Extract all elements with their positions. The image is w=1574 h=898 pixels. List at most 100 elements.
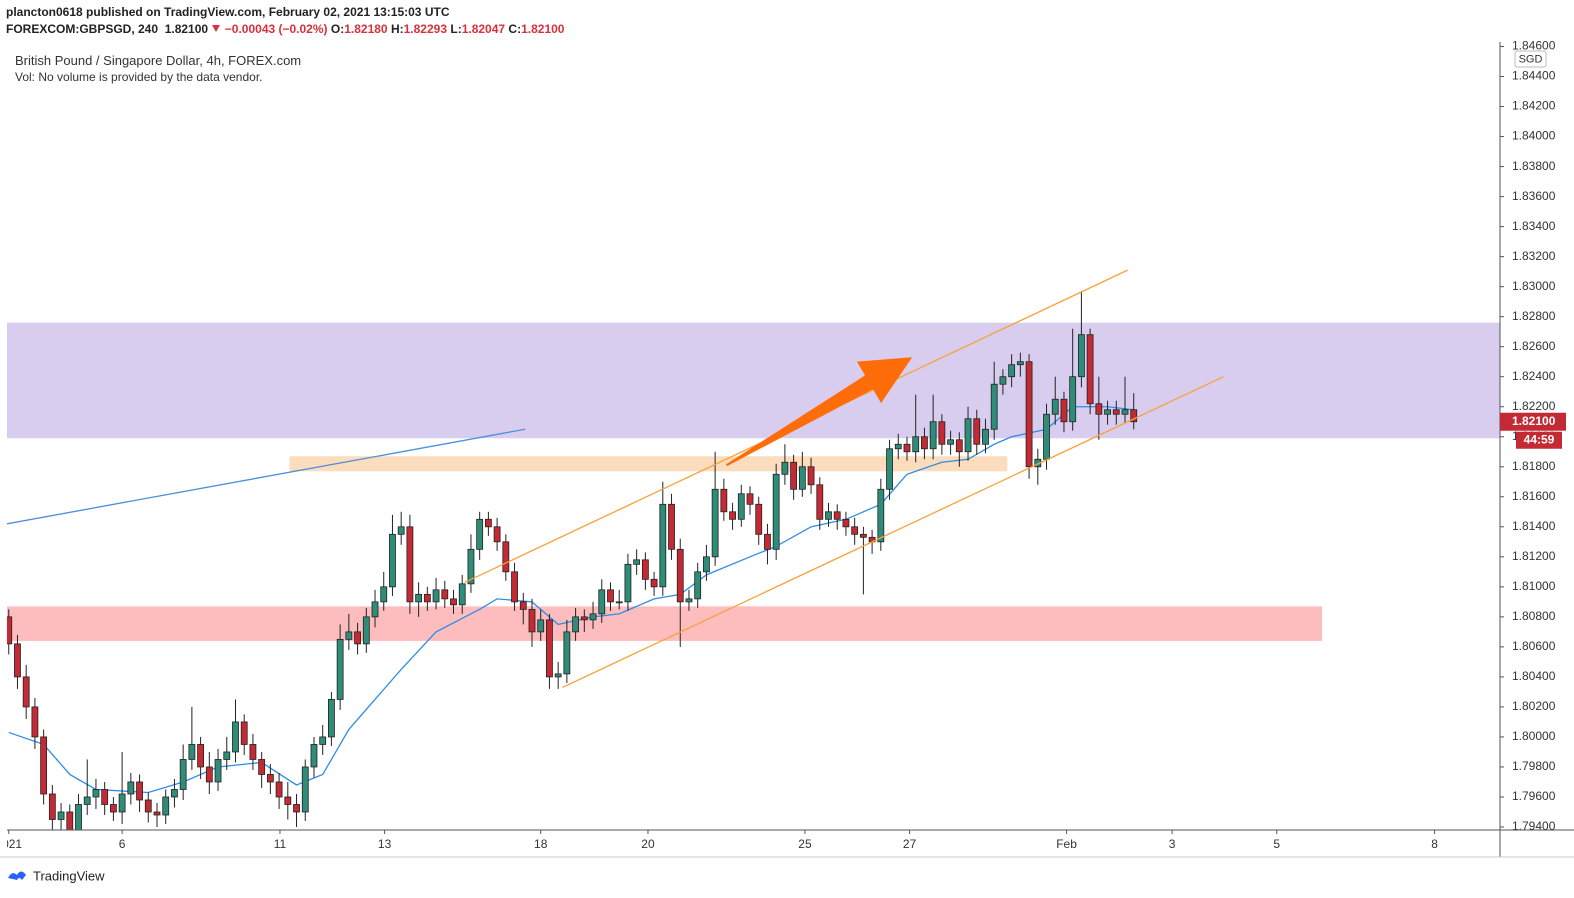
candle-body [467, 548, 475, 585]
countdown: 44:59 [1524, 432, 1555, 446]
currency-box [1514, 50, 1547, 68]
candle-body [310, 744, 318, 768]
candle-body [1112, 409, 1120, 415]
candle-body [563, 631, 571, 675]
candle-body [842, 518, 850, 528]
candle-body [894, 443, 902, 450]
candle-body [136, 781, 143, 801]
candle-body [833, 511, 841, 520]
candle-body [790, 461, 798, 490]
symbol: FOREXCOM:GBPSGD, 240 [6, 22, 159, 36]
down-arrow [212, 25, 221, 32]
candle-body [48, 793, 56, 820]
candle-body [450, 598, 457, 606]
candle-body [75, 804, 82, 830]
candle-body [929, 421, 937, 450]
candle-body [1130, 409, 1138, 423]
y-tick-label: 1.81400 [1512, 519, 1556, 533]
candle-body [389, 533, 396, 588]
x-tick-label: 5 [1273, 837, 1280, 851]
ohlc-value: 1.82100 [521, 22, 565, 36]
candle-body [973, 418, 981, 445]
candle-body [947, 439, 954, 445]
y-tick-label: 1.83200 [1512, 249, 1556, 263]
y-tick-label: 1.79400 [1512, 819, 1556, 833]
candle-body [633, 559, 641, 565]
x-tick-label: 13 [378, 837, 392, 851]
candle-body [362, 616, 370, 645]
candle-body [554, 673, 562, 678]
candle-body [676, 548, 684, 603]
y-tick-label: 1.82200 [1512, 399, 1556, 413]
candle-body [432, 589, 440, 603]
candle-body [127, 781, 135, 795]
y-tick-label: 1.80200 [1512, 699, 1556, 713]
candle-body [964, 418, 972, 453]
x-tick-label: 6 [119, 837, 126, 851]
candle-body [101, 789, 109, 805]
candle-body [589, 613, 597, 621]
candle-body [179, 759, 187, 790]
candle-body [240, 721, 248, 745]
countdown-box [1516, 431, 1562, 449]
zone [7, 606, 1323, 641]
candle-body [886, 448, 893, 490]
candle-body [615, 601, 623, 604]
candle-body [1016, 361, 1024, 366]
y-tick-label: 1.80400 [1512, 669, 1556, 683]
axes: 1.79400 1.79600 1.79800 1.80000 1.80200 1.804… [0, 39, 1566, 856]
x-tick-label: 3 [1169, 837, 1176, 851]
candle-body [519, 601, 527, 610]
y-tick-label: 1.82400 [1512, 369, 1556, 383]
candle-body [659, 503, 667, 588]
price: 1.82100 [164, 22, 209, 36]
candle-body [415, 593, 423, 603]
candle-body [851, 526, 859, 535]
ohlc-label: C: [508, 22, 522, 36]
candle-body [7, 616, 13, 645]
ohlc-value: 1.82293 [403, 22, 448, 36]
y-tick-label: 1.84400 [1512, 69, 1556, 83]
candle-body [354, 631, 361, 645]
candle-body [877, 488, 885, 543]
x-tick-label: 20 [641, 837, 655, 851]
candle-body [214, 759, 222, 783]
candle-body [397, 526, 405, 535]
candle-body [668, 503, 675, 550]
candle-body [328, 699, 335, 738]
candle-body [938, 421, 946, 445]
candle-body [720, 488, 728, 513]
brand: TradingView [33, 868, 105, 883]
candle-body [1051, 398, 1059, 415]
candle-body [83, 796, 91, 805]
x-tick-label: 25 [798, 837, 812, 851]
candle-body [772, 473, 780, 550]
x-tick-label: Feb [1056, 837, 1077, 851]
y-tick-label: 1.83800 [1512, 159, 1556, 173]
x-tick-label: 18 [534, 837, 548, 851]
candle-body [188, 744, 196, 760]
y-tick-label: 1.84200 [1512, 99, 1556, 113]
candle-body [703, 556, 710, 573]
candle-body [249, 744, 257, 760]
candle-body [528, 608, 536, 633]
trend-line [7, 428, 526, 525]
candle-body [1043, 413, 1050, 460]
y-tick-label: 1.83600 [1512, 189, 1556, 203]
x-tick-label: 27 [903, 837, 917, 851]
trend-line [562, 376, 1224, 688]
candle-body [197, 744, 205, 768]
candle-body [22, 676, 30, 708]
ohlc: O:1.82180 H:1.82293 L:1.82047 C:1.82100 [331, 22, 565, 36]
candle-body [537, 619, 545, 633]
y-tick-label: 1.79600 [1512, 789, 1556, 803]
candle-body [598, 589, 606, 615]
y-tick-label: 1.81600 [1512, 489, 1556, 503]
candle-body [921, 436, 928, 450]
candle-body [484, 518, 492, 528]
candle-body [1086, 334, 1094, 405]
candle-body [258, 759, 266, 775]
candle-body [624, 563, 632, 603]
candle-body [66, 811, 74, 830]
